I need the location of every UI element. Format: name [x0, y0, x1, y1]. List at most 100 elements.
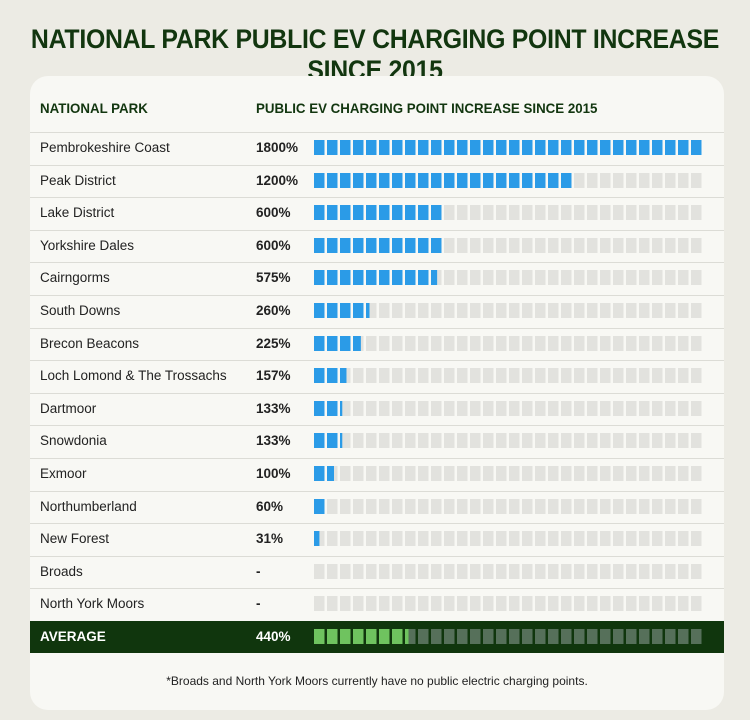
bar-segment-empty	[600, 368, 611, 384]
bar-segment-filled	[366, 270, 377, 286]
bar-segment-filled	[353, 303, 364, 318]
bar-segment-filled	[431, 205, 442, 221]
bar-segment-empty	[561, 433, 572, 449]
bar-segment-empty	[496, 368, 507, 384]
bar-segment-empty	[379, 433, 390, 449]
bar-segment-empty	[587, 596, 598, 612]
bar-segment-filled	[405, 237, 416, 253]
bar-segment-filled	[340, 433, 343, 449]
bar-segment-filled	[418, 270, 429, 286]
bar-segment-empty	[626, 400, 637, 416]
bar-segment-empty	[379, 531, 390, 547]
bar-segment-empty	[626, 466, 637, 481]
bar-segment-empty	[340, 498, 351, 514]
bar-segment-filled	[366, 237, 377, 253]
bar-segment-empty	[379, 466, 390, 481]
bar-segment-filled	[392, 205, 403, 221]
bar-segment-empty	[496, 531, 507, 547]
bar-segment-filled	[314, 498, 325, 514]
bar-segment-filled	[327, 433, 338, 449]
bar-segment-empty	[548, 303, 559, 318]
bar-segment-empty	[431, 498, 442, 514]
bar	[314, 433, 702, 449]
bar-segment-empty	[665, 563, 676, 579]
bar-segment-empty	[574, 303, 585, 318]
bar-segment-empty	[574, 368, 585, 384]
bar-segment-filled	[470, 172, 481, 188]
bar-segment-empty	[392, 433, 403, 449]
bar-segment-empty	[444, 531, 455, 547]
bar-segment-empty	[639, 205, 650, 221]
bar-segment-empty	[678, 237, 689, 253]
bar-segment-empty	[574, 400, 585, 416]
bar-segment-empty	[639, 466, 650, 481]
bar-segment-filled	[340, 237, 351, 253]
table-row: Broads -	[30, 555, 724, 588]
bar-segment-empty	[366, 433, 377, 449]
bar-segment-empty	[587, 205, 598, 221]
bar-segment-filled	[483, 172, 494, 188]
bar-segment-empty	[366, 596, 377, 612]
bar-segment-empty	[535, 270, 546, 286]
bar-segment-empty	[691, 335, 702, 351]
bar-segment-empty	[665, 433, 676, 449]
bar-segment-filled	[678, 140, 689, 155]
bar-segment-empty	[548, 335, 559, 351]
row-divider	[30, 229, 724, 231]
bar-segment-filled	[314, 303, 325, 318]
bar-segment-filled	[509, 140, 520, 155]
bar-segment-filled	[392, 270, 403, 286]
bar-segment-empty	[535, 629, 546, 644]
bar-segment-empty	[548, 498, 559, 514]
bar-segment-empty	[353, 596, 364, 612]
bar-segment-empty	[444, 596, 455, 612]
bar-segment-empty	[431, 629, 442, 644]
bar-segment-empty	[639, 237, 650, 253]
bar-segment-filled	[327, 303, 338, 318]
bar-segment-empty	[652, 596, 663, 612]
bar-segment-empty	[691, 629, 702, 644]
bar-segment-empty	[535, 368, 546, 384]
bar-segment-empty	[613, 596, 624, 612]
bar-segment-empty	[652, 303, 663, 318]
bar-segment-filled	[600, 140, 611, 155]
bar-segment-empty	[613, 303, 624, 318]
bar-segment-empty	[652, 466, 663, 481]
bar-segment-filled	[574, 140, 585, 155]
bar-segment-empty	[431, 433, 442, 449]
bar-segment-filled	[353, 270, 364, 286]
bar-segment-filled	[314, 531, 320, 547]
value-label: -	[256, 563, 261, 579]
bar-segment-empty	[574, 172, 585, 188]
chart-card: NATIONAL PARK PUBLIC EV CHARGING POINT I…	[30, 76, 724, 710]
bar-segment-empty	[444, 368, 455, 384]
bar-segment-empty	[587, 563, 598, 579]
bar-segment-filled	[379, 172, 390, 188]
park-name: Peak District	[40, 172, 116, 188]
value-label: 225%	[256, 335, 291, 351]
bar-segment-empty	[626, 596, 637, 612]
row-divider	[30, 360, 724, 362]
bar-segment-empty	[665, 531, 676, 547]
bar-segment-filled	[314, 368, 325, 384]
bar-segment-empty	[561, 368, 572, 384]
bar-segment-empty	[418, 563, 429, 579]
bar-segment-empty	[457, 498, 468, 514]
value-label: 133%	[256, 400, 291, 416]
bar-segment-empty	[353, 563, 364, 579]
bar-segment-empty	[665, 270, 676, 286]
bar-segment-filled	[418, 205, 429, 221]
bar-segment-empty	[535, 400, 546, 416]
bar-segment-empty	[561, 237, 572, 253]
bar-segment-filled	[340, 172, 351, 188]
bar-segment-filled	[457, 172, 468, 188]
bar-segment-empty	[405, 303, 416, 318]
bar-segment-empty	[691, 368, 702, 384]
bar-segment-empty	[457, 303, 468, 318]
value-label: 600%	[256, 205, 291, 221]
bar-segment-empty	[522, 368, 533, 384]
bar	[314, 368, 702, 384]
bar	[314, 237, 702, 253]
bar-segment-empty	[678, 498, 689, 514]
bar-segment-empty	[470, 368, 481, 384]
